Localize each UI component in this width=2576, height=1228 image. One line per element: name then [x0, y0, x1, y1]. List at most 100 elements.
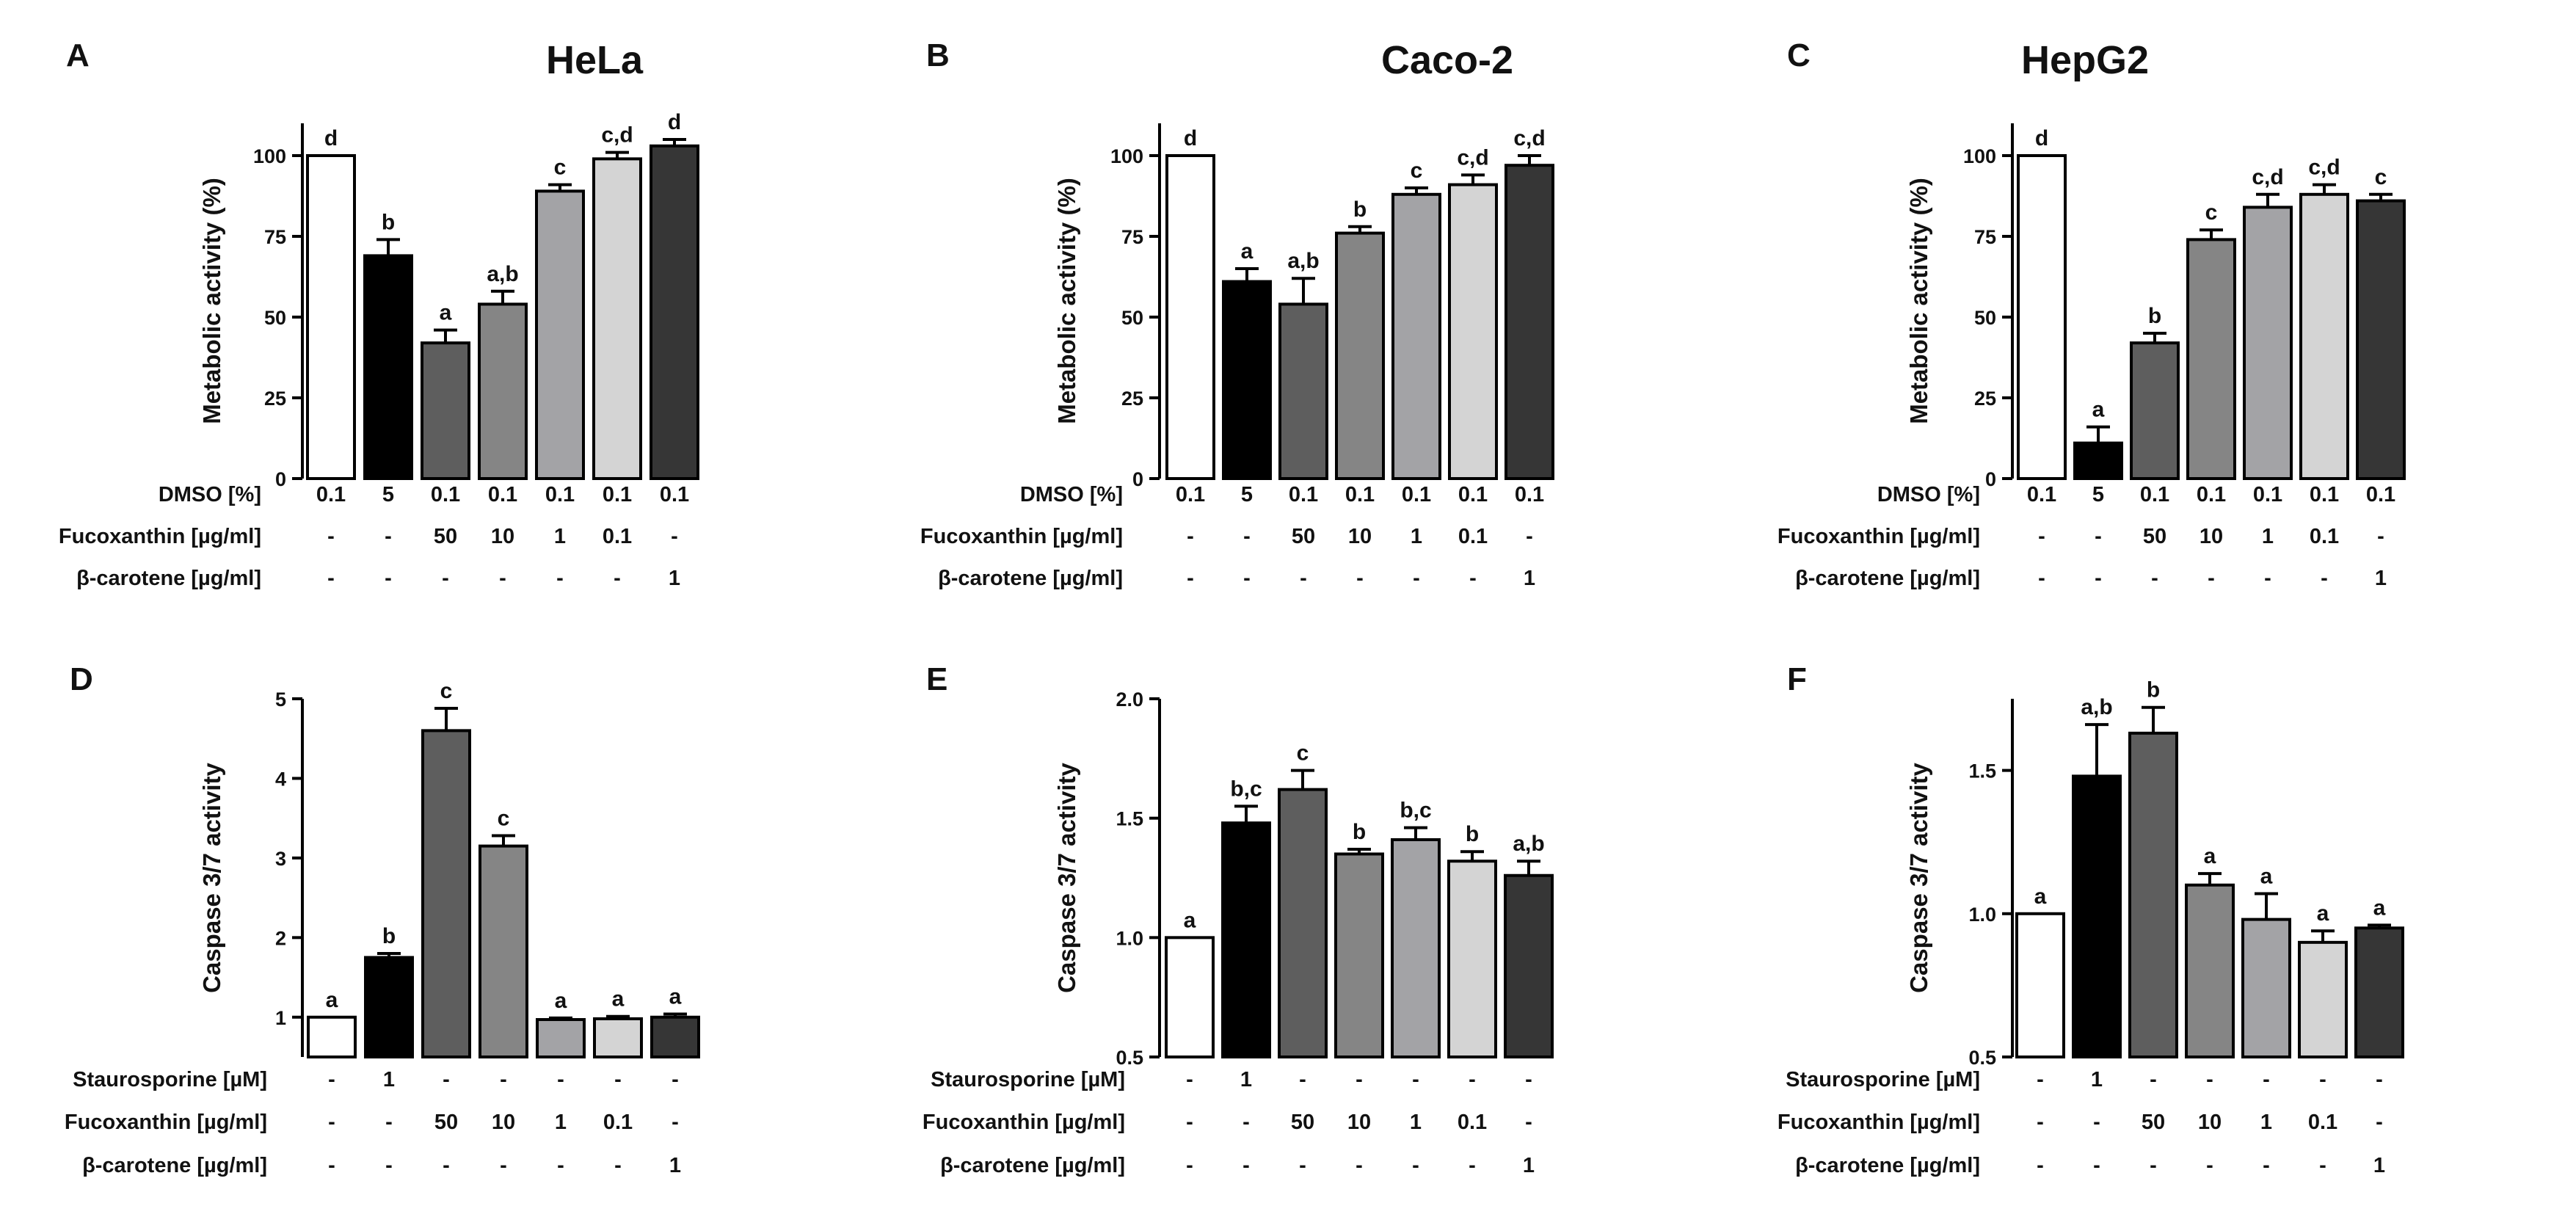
condition-cell: - [1243, 567, 1251, 590]
chart-title: HeLa [546, 38, 644, 82]
chart-panel-c: C HepG2 0 25 50 75 100 Metabolic activity (%) d a… [1778, 37, 2406, 590]
condition-cell: - [1525, 1068, 1532, 1091]
bar [1278, 302, 1328, 480]
condition-cell: - [671, 525, 678, 548]
bar [650, 144, 699, 481]
chart-panel-b: B Caco-2 0 25 50 75 100 Metabolic activity (%) d… [920, 37, 1554, 590]
y-axis-label: Caspase 3/7 activity [1905, 763, 1932, 993]
condition-row-label: Staurosporine [µM] [73, 1068, 267, 1091]
condition-cell: 1 [554, 525, 566, 548]
bar [363, 254, 413, 480]
significance-label: a [2373, 895, 2386, 920]
condition-cell: - [385, 1111, 393, 1134]
bar [2241, 918, 2291, 1059]
bar [478, 302, 528, 480]
y-axis-label: Caspase 3/7 activity [1053, 763, 1080, 993]
significance-label: c [498, 807, 510, 831]
condition-cell: - [328, 1154, 335, 1177]
y-tick-label: 75 [264, 226, 286, 248]
condition-cell: 10 [1347, 1111, 1371, 1134]
condition-cell: - [2037, 1068, 2044, 1091]
significance-label: a [2034, 884, 2047, 909]
panel-label: D [70, 661, 93, 697]
condition-cell: - [1526, 525, 1533, 548]
condition-cell: - [1243, 525, 1251, 548]
condition-cell: 0.1 [2366, 483, 2395, 506]
condition-cell: 1 [1523, 1154, 1535, 1177]
condition-row-label: Fucoxanthin [µg/ml] [59, 525, 261, 548]
y-tick-label: 25 [264, 388, 286, 410]
condition-cell: - [1186, 1111, 1193, 1134]
significance-label: b [2148, 304, 2161, 328]
condition-cell: 1 [2373, 1154, 2385, 1177]
panel-label: C [1787, 37, 1811, 73]
condition-cell: 0.1 [2310, 525, 2339, 548]
condition-cell: 50 [1291, 1111, 1314, 1134]
condition-cell: - [1413, 567, 1420, 590]
condition-cell: 10 [492, 1111, 515, 1134]
y-tick-label: 2 [275, 927, 286, 949]
bar [1504, 873, 1554, 1059]
condition-cell: - [1356, 567, 1364, 590]
condition-cell: - [1469, 1154, 1476, 1177]
bar [1165, 936, 1215, 1059]
bar [2354, 926, 2404, 1058]
condition-cell: - [2319, 1154, 2326, 1177]
condition-cell: 5 [1241, 483, 1253, 506]
bar [1448, 183, 1498, 480]
condition-cell: 1 [669, 1154, 681, 1177]
significance-label: c,d [1457, 145, 1488, 170]
condition-cell: 0.1 [1289, 483, 1318, 506]
y-tick-label: 2.0 [1116, 689, 1143, 711]
condition-cell: - [2263, 1154, 2270, 1177]
condition-row-label: Fucoxanthin [µg/ml] [920, 525, 1123, 548]
bar [307, 1015, 357, 1059]
condition-cell: - [1242, 1154, 1250, 1177]
condition-cell: - [2377, 525, 2384, 548]
bar [2299, 192, 2349, 480]
significance-label: a,b [487, 262, 518, 286]
bar [1447, 860, 1497, 1059]
panel-label: A [66, 37, 90, 73]
significance-label: c [1297, 741, 1309, 766]
condition-cell: 0.1 [1345, 483, 1375, 506]
condition-row-label: β-carotene [µg/ml] [1795, 567, 1980, 590]
bar [2185, 883, 2235, 1059]
y-tick-label: 100 [253, 145, 286, 167]
condition-cell: - [614, 567, 621, 590]
bar [2015, 912, 2065, 1059]
bar [1505, 164, 1554, 480]
condition-cell: - [2263, 1068, 2270, 1091]
condition-cell: - [385, 567, 392, 590]
y-tick-label: 25 [1974, 388, 1996, 410]
bar [421, 341, 470, 481]
significance-label: b [382, 210, 395, 234]
condition-cell: - [2264, 567, 2271, 590]
y-tick-label: 5 [275, 689, 286, 711]
condition-cell: 50 [434, 525, 457, 548]
y-tick-label: 50 [264, 307, 286, 329]
condition-cell: 10 [2200, 525, 2223, 548]
condition-row-label: DMSO [%] [1877, 483, 1980, 506]
condition-cell: 0.1 [1402, 483, 1431, 506]
bar [2017, 154, 2067, 480]
significance-label: a,b [1513, 832, 1544, 856]
significance-label: b,c [1230, 777, 1262, 801]
condition-row-label: β-carotene [µg/ml] [76, 567, 261, 590]
condition-cell: 0.1 [1458, 1111, 1487, 1134]
condition-cell: - [327, 567, 335, 590]
condition-row-label: β-carotene [µg/ml] [82, 1154, 267, 1177]
condition-cell: 0.1 [488, 483, 517, 506]
condition-cell: 0.1 [603, 483, 632, 506]
chart-panel-a: A HeLa 0 25 50 75 100 Metabolic activity (%) d b a… [59, 37, 699, 590]
condition-cell: 10 [2198, 1111, 2222, 1134]
y-tick-label: 0.5 [1116, 1047, 1143, 1069]
condition-cell: - [2150, 1068, 2157, 1091]
condition-cell: - [557, 1068, 564, 1091]
chart-title: Caco-2 [1381, 38, 1513, 82]
condition-cell: - [327, 525, 335, 548]
significance-label: a [326, 988, 338, 1012]
condition-cell: 1 [555, 1111, 567, 1134]
condition-cell: - [2038, 567, 2045, 590]
